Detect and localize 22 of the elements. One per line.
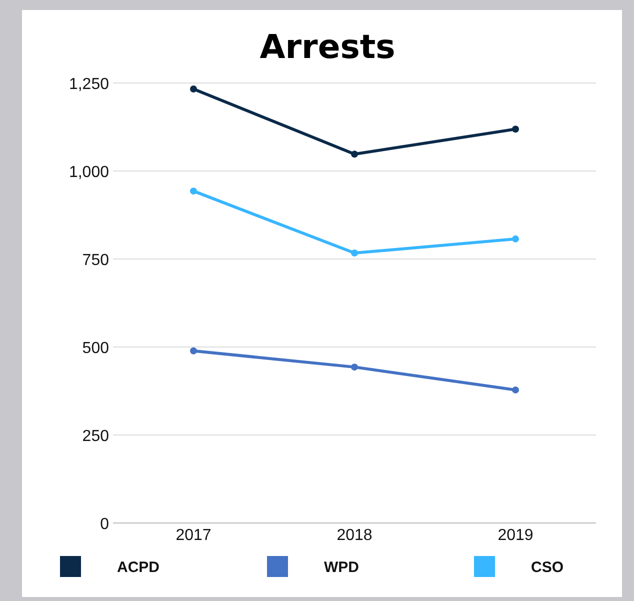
point [351,150,358,158]
x-tick-label: 2018 [336,527,372,544]
point [190,347,197,354]
y-tick-label: 1,250 [68,76,110,93]
legend-label: CSO [531,559,564,576]
legend-label: ACPD [117,559,160,576]
point [512,126,519,133]
chart-title: Arrests [260,27,396,66]
point [512,386,519,394]
point [190,188,197,195]
y-tick-label: 0 [100,516,110,533]
legend-label: WPD [324,559,360,576]
y-tick-label: 1,000 [68,164,110,181]
point [190,85,197,92]
point [351,250,358,257]
y-tick-label: 750 [82,252,110,269]
point [351,364,358,371]
x-tick-label: 2017 [176,527,212,544]
y-tick-label: 500 [82,340,110,357]
y-tick-label: 250 [82,428,110,445]
x-tick-label: 2019 [498,527,534,544]
point [512,235,519,242]
